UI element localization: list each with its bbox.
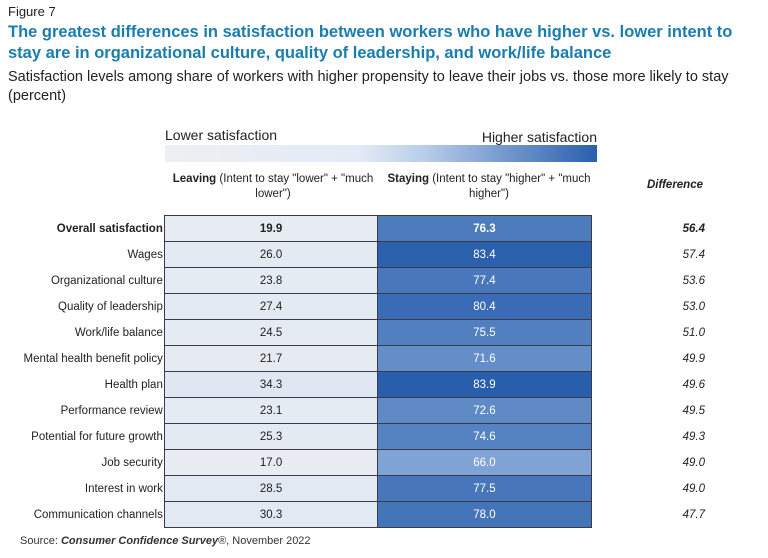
leaving-header-desc: (Intent to stay "lower" + "much lower") — [216, 173, 374, 200]
row-label: Health plan — [104, 378, 163, 391]
source-prefix: Source: — [20, 535, 61, 547]
leaving-header-bold: Leaving — [172, 173, 217, 185]
row-label: Mental health benefit policy — [23, 352, 163, 365]
leaving-cell: 23.1 — [163, 397, 379, 424]
table-row: Health plan 34.3 83.9 49.6 — [0, 371, 768, 398]
row-label: Job security — [101, 456, 163, 469]
staying-cell: 77.4 — [377, 267, 592, 294]
table-row: Potential for future growth 25.3 74.6 49.3 — [0, 423, 768, 450]
leaving-cell: 19.9 — [163, 215, 379, 242]
heatmap-table: Overall satisfaction 19.9 76.3 56.4 Wages 26.… — [0, 215, 768, 528]
difference-cell: 49.6 — [682, 378, 706, 391]
staying-header-desc: (Intent to stay "higher" + "much higher"… — [429, 173, 591, 200]
row-label: Work/life balance — [74, 326, 163, 339]
leaving-cell: 23.8 — [163, 267, 379, 294]
difference-column-header: Difference — [646, 179, 704, 191]
leaving-cell: 24.5 — [163, 319, 379, 346]
row-label: Organizational culture — [50, 274, 163, 287]
staying-header-bold: Staying — [387, 173, 430, 185]
difference-cell: 49.0 — [682, 456, 706, 469]
table-row: Job security 17.0 66.0 49.0 — [0, 449, 768, 476]
staying-cell: 72.6 — [377, 397, 592, 424]
row-label: Wages — [127, 248, 163, 261]
table-row: Performance review 23.1 72.6 49.5 — [0, 397, 768, 424]
row-label: Communication channels — [33, 508, 163, 521]
table-row: Wages 26.0 83.4 57.4 — [0, 241, 768, 268]
source-name: Consumer Confidence Survey — [60, 535, 219, 547]
difference-cell: 49.3 — [682, 430, 706, 443]
table-row: Interest in work 28.5 77.5 49.0 — [0, 475, 768, 502]
staying-cell: 71.6 — [377, 345, 592, 372]
difference-cell: 49.5 — [682, 404, 706, 417]
leaving-cell: 25.3 — [163, 423, 379, 450]
table-row: Communication channels 30.3 78.0 47.7 — [0, 501, 768, 528]
leaving-cell: 27.4 — [163, 293, 379, 320]
leaving-cell: 26.0 — [163, 241, 379, 268]
row-label: Potential for future growth — [31, 430, 163, 443]
staying-cell: 83.4 — [377, 241, 592, 268]
staying-cell: 83.9 — [377, 371, 592, 398]
table-row: Organizational culture 23.8 77.4 53.6 — [0, 267, 768, 294]
table-row: Quality of leadership 27.4 80.4 53.0 — [0, 293, 768, 320]
staying-cell: 76.3 — [377, 215, 592, 242]
source-note: Source: Consumer Confidence Survey®, Nov… — [20, 535, 311, 547]
difference-cell: 56.4 — [682, 222, 706, 235]
leaving-cell: 30.3 — [163, 501, 379, 528]
scale-high-label: Higher satisfaction — [481, 129, 597, 145]
color-scale-bar — [165, 145, 597, 162]
table-row: Mental health benefit policy 21.7 71.6 49.9 — [0, 345, 768, 372]
row-label: Quality of leadership — [58, 300, 163, 313]
difference-cell: 49.9 — [682, 352, 706, 365]
table-row: Work/life balance 24.5 75.5 51.0 — [0, 319, 768, 346]
leaving-cell: 34.3 — [163, 371, 379, 398]
chart-title: The greatest differences in satisfaction… — [8, 23, 733, 62]
table-row: Overall satisfaction 19.9 76.3 56.4 — [0, 215, 768, 242]
staying-column-header: Staying (Intent to stay "higher" + "much… — [381, 172, 597, 202]
staying-cell: 74.6 — [377, 423, 592, 450]
scale-low-label: Lower satisfaction — [165, 127, 278, 143]
row-label: Performance review — [60, 404, 163, 417]
difference-cell: 57.4 — [682, 248, 706, 261]
difference-cell: 53.6 — [682, 274, 706, 287]
chart-subtitle: Satisfaction levels among share of worke… — [8, 69, 729, 104]
staying-cell: 78.0 — [377, 501, 592, 528]
leaving-cell: 17.0 — [163, 449, 379, 476]
leaving-column-header: Leaving (Intent to stay "lower" + "much … — [165, 172, 381, 202]
row-label: Overall satisfaction — [56, 222, 163, 235]
difference-cell: 51.0 — [682, 326, 706, 339]
difference-cell: 47.7 — [682, 508, 706, 521]
leaving-cell: 21.7 — [163, 345, 379, 372]
difference-cell: 53.0 — [682, 300, 706, 313]
leaving-cell: 28.5 — [163, 475, 379, 502]
staying-cell: 80.4 — [377, 293, 592, 320]
staying-cell: 75.5 — [377, 319, 592, 346]
figure-label: Figure 7 — [8, 4, 56, 19]
row-label: Interest in work — [84, 482, 163, 495]
staying-cell: 66.0 — [377, 449, 592, 476]
source-suffix: ®, November 2022 — [218, 535, 311, 547]
difference-cell: 49.0 — [682, 482, 706, 495]
staying-cell: 77.5 — [377, 475, 592, 502]
